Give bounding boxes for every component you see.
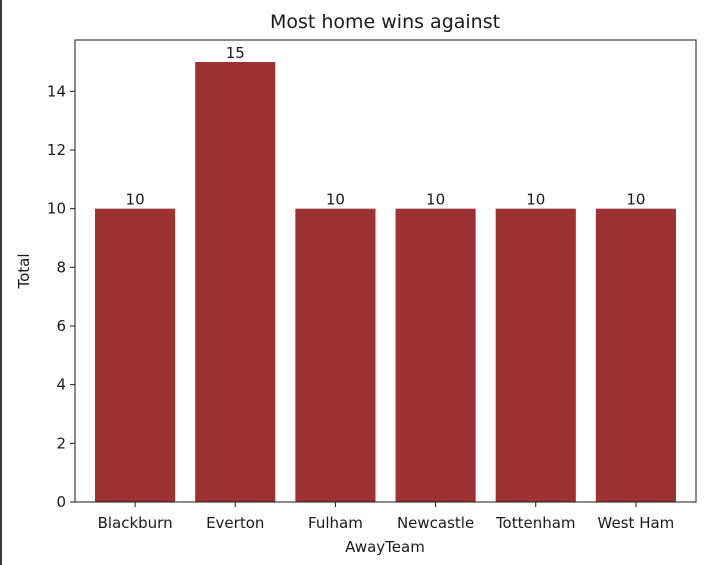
x-tick-label: Everton: [206, 514, 264, 532]
bar-blackburn: [95, 208, 176, 502]
x-tick-label: Tottenham: [495, 514, 576, 532]
data-label: 10: [326, 191, 345, 209]
x-axis-title: AwayTeam: [345, 538, 425, 556]
y-tick-label: 10: [47, 200, 66, 218]
y-tick-label: 2: [56, 434, 66, 452]
data-label: 15: [226, 44, 245, 62]
plot-area-frame: [74, 39, 697, 503]
y-tick-label: 8: [56, 258, 66, 276]
data-label: 10: [626, 191, 645, 209]
bar-newcastle: [395, 208, 476, 502]
y-tick-label: 4: [56, 376, 66, 394]
x-tick-label: Blackburn: [98, 514, 173, 532]
data-label: 10: [426, 191, 445, 209]
x-tick-label: West Ham: [598, 514, 675, 532]
x-tick-label: Newcastle: [397, 514, 474, 532]
bar-tottenham: [495, 208, 576, 502]
y-axis: 0 2 4 6 8 10 12 14: [47, 82, 75, 511]
bar-everton: [195, 62, 276, 502]
y-tick-label: 12: [47, 141, 66, 159]
y-tick-label: 0: [56, 493, 66, 511]
data-label: 10: [526, 191, 545, 209]
data-labels-group: 10 15 10 10 10 10: [126, 44, 646, 209]
data-label: 10: [126, 191, 145, 209]
x-tick-label: Fulham: [308, 514, 363, 532]
y-tick-label: 14: [47, 82, 66, 100]
bar-west-ham: [595, 208, 676, 502]
chart-title: Most home wins against: [270, 11, 500, 33]
bars-group: [95, 62, 676, 502]
x-axis: Blackburn Everton Fulham Newcastle Tottenham…: [98, 502, 675, 532]
y-axis-title: Total: [15, 253, 33, 289]
bar-fulham: [295, 208, 376, 502]
y-tick-label: 6: [56, 317, 66, 335]
